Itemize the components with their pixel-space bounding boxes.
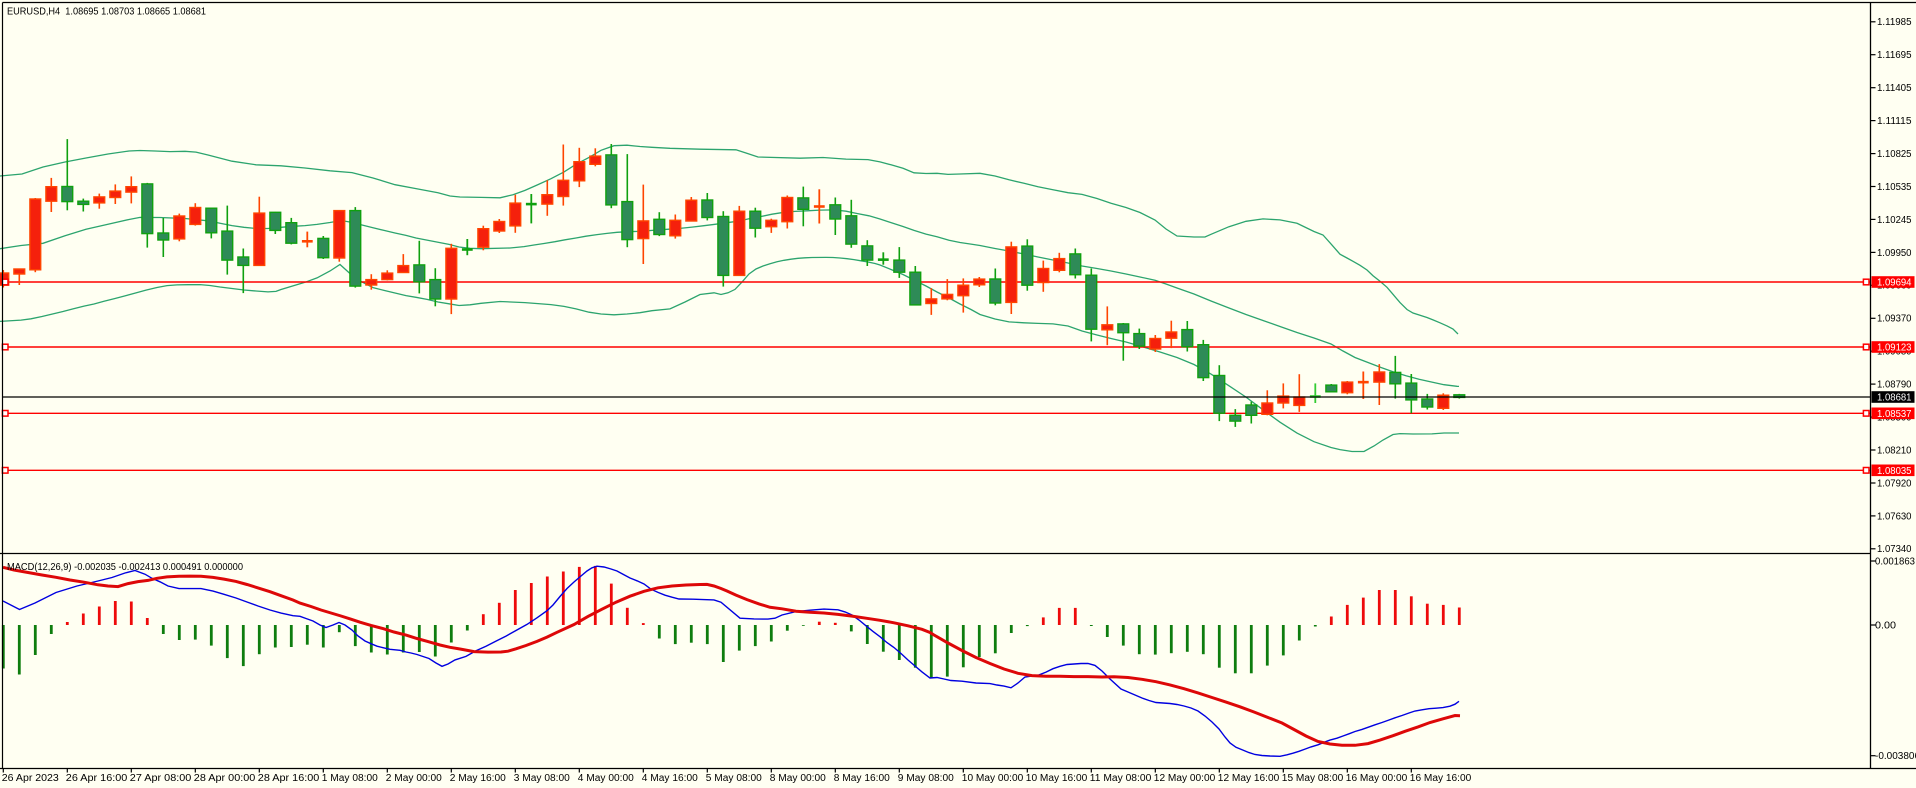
svg-text:28 Apr 00:00: 28 Apr 00:00 xyxy=(194,773,256,784)
svg-text:11 May 08:00: 11 May 08:00 xyxy=(1090,773,1152,784)
svg-text:10 May 16:00: 10 May 16:00 xyxy=(1026,773,1088,784)
svg-text:4 May 00:00: 4 May 00:00 xyxy=(578,773,635,784)
svg-text:0.00: 0.00 xyxy=(1875,620,1897,631)
svg-text:1.11985: 1.11985 xyxy=(1877,17,1912,28)
svg-text:-0.003806: -0.003806 xyxy=(1875,751,1916,762)
svg-text:3 May 08:00: 3 May 08:00 xyxy=(514,773,571,784)
svg-text:15 May 08:00: 15 May 08:00 xyxy=(1282,773,1344,784)
svg-text:1.08537: 1.08537 xyxy=(1877,409,1912,420)
svg-text:MACD(12,26,9) -0.002035 -0.002: MACD(12,26,9) -0.002035 -0.002413 0.0004… xyxy=(7,562,243,573)
svg-text:2 May 00:00: 2 May 00:00 xyxy=(386,773,443,784)
svg-text:16 May 16:00: 16 May 16:00 xyxy=(1410,773,1472,784)
svg-text:0.001863: 0.001863 xyxy=(1875,556,1916,567)
svg-text:26 Apr 16:00: 26 Apr 16:00 xyxy=(66,773,128,784)
svg-text:9 May 08:00: 9 May 08:00 xyxy=(898,773,955,784)
svg-text:1.09950: 1.09950 xyxy=(1877,248,1912,259)
svg-text:1.08210: 1.08210 xyxy=(1877,445,1912,456)
svg-text:12 May 00:00: 12 May 00:00 xyxy=(1154,773,1216,784)
svg-text:4 May 16:00: 4 May 16:00 xyxy=(642,773,699,784)
svg-text:8 May 16:00: 8 May 16:00 xyxy=(834,773,891,784)
svg-text:27 Apr 08:00: 27 Apr 08:00 xyxy=(130,773,192,784)
svg-text:1.09694: 1.09694 xyxy=(1877,278,1912,289)
svg-text:2 May 16:00: 2 May 16:00 xyxy=(450,773,507,784)
svg-text:1.08790: 1.08790 xyxy=(1877,380,1912,391)
svg-text:28 Apr 16:00: 28 Apr 16:00 xyxy=(258,773,320,784)
svg-text:8 May 00:00: 8 May 00:00 xyxy=(770,773,827,784)
svg-text:1.07340: 1.07340 xyxy=(1877,544,1912,555)
svg-text:16 May 00:00: 16 May 00:00 xyxy=(1346,773,1408,784)
svg-text:1.11115: 1.11115 xyxy=(1877,116,1912,127)
svg-text:1.11405: 1.11405 xyxy=(1877,83,1912,94)
svg-text:1 May 08:00: 1 May 08:00 xyxy=(322,773,379,784)
svg-text:1.11695: 1.11695 xyxy=(1877,50,1912,61)
svg-text:1.10245: 1.10245 xyxy=(1877,215,1912,226)
svg-text:1.10535: 1.10535 xyxy=(1877,182,1912,193)
svg-text:1.07630: 1.07630 xyxy=(1877,511,1912,522)
svg-text:26 Apr 2023: 26 Apr 2023 xyxy=(2,773,60,784)
svg-text:1.09123: 1.09123 xyxy=(1877,343,1912,354)
svg-text:1.08035: 1.08035 xyxy=(1877,466,1912,477)
svg-text:5 May 08:00: 5 May 08:00 xyxy=(706,773,763,784)
svg-text:1.08681: 1.08681 xyxy=(1877,393,1912,404)
svg-text:1.10825: 1.10825 xyxy=(1877,149,1912,160)
svg-text:EURUSD,H4 1.08695 1.08703 1.0: EURUSD,H4 1.08695 1.08703 1.08665 1.0868… xyxy=(7,6,206,18)
svg-text:12 May 16:00: 12 May 16:00 xyxy=(1218,773,1280,784)
svg-text:10 May 00:00: 10 May 00:00 xyxy=(962,773,1024,784)
svg-text:1.09370: 1.09370 xyxy=(1877,314,1912,325)
svg-text:1.07920: 1.07920 xyxy=(1877,478,1912,489)
